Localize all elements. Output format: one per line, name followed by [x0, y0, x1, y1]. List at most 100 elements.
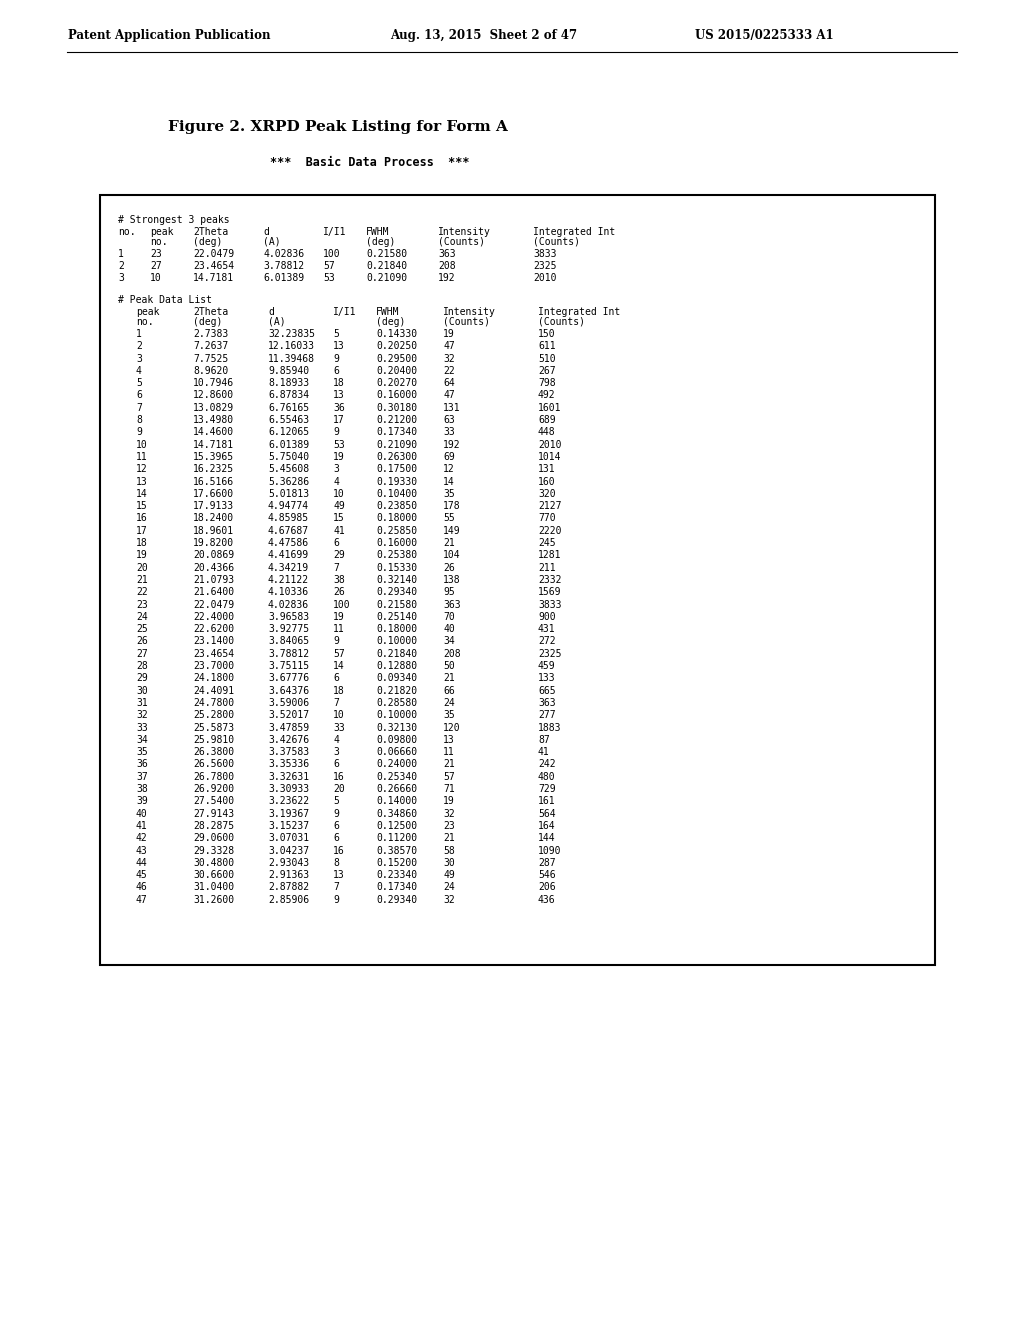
Text: Intensity: Intensity	[443, 308, 496, 317]
Text: 0.29340: 0.29340	[376, 895, 417, 904]
Text: 1601: 1601	[538, 403, 561, 413]
Text: 23: 23	[136, 599, 147, 610]
Text: 9: 9	[333, 354, 339, 363]
Text: 245: 245	[538, 539, 556, 548]
Text: 2010: 2010	[538, 440, 561, 450]
Text: 13: 13	[136, 477, 147, 487]
Text: 611: 611	[538, 342, 556, 351]
Text: 69: 69	[443, 451, 455, 462]
Text: 0.06660: 0.06660	[376, 747, 417, 758]
Text: 9: 9	[333, 809, 339, 818]
Text: 17.9133: 17.9133	[193, 502, 234, 511]
Text: 43: 43	[136, 846, 147, 855]
Text: FWHM: FWHM	[366, 227, 389, 238]
Text: 3.47859: 3.47859	[268, 722, 309, 733]
Text: 0.25850: 0.25850	[376, 525, 417, 536]
Text: 272: 272	[538, 636, 556, 647]
Text: 20.0869: 20.0869	[193, 550, 234, 561]
Text: Patent Application Publication: Patent Application Publication	[68, 29, 270, 41]
Text: 211: 211	[538, 562, 556, 573]
Text: 0.23340: 0.23340	[376, 870, 417, 880]
Text: 19: 19	[443, 796, 455, 807]
Text: 29.0600: 29.0600	[193, 833, 234, 843]
Text: 29.3328: 29.3328	[193, 846, 234, 855]
Text: 2Theta: 2Theta	[193, 308, 228, 317]
Text: 131: 131	[443, 403, 461, 413]
Text: 0.09800: 0.09800	[376, 735, 417, 744]
Text: 70: 70	[443, 612, 455, 622]
Text: 9: 9	[333, 428, 339, 437]
Text: 40: 40	[136, 809, 147, 818]
FancyBboxPatch shape	[100, 195, 935, 965]
Text: 436: 436	[538, 895, 556, 904]
Text: 58: 58	[443, 846, 455, 855]
Text: 3.52017: 3.52017	[268, 710, 309, 721]
Text: 41: 41	[136, 821, 147, 832]
Text: 7: 7	[333, 883, 339, 892]
Text: 0.20270: 0.20270	[376, 379, 417, 388]
Text: 564: 564	[538, 809, 556, 818]
Text: 87: 87	[538, 735, 550, 744]
Text: 0.15330: 0.15330	[376, 562, 417, 573]
Text: 35: 35	[443, 488, 455, 499]
Text: 0.25380: 0.25380	[376, 550, 417, 561]
Text: 7.7525: 7.7525	[193, 354, 228, 363]
Text: 31: 31	[136, 698, 147, 708]
Text: 0.17340: 0.17340	[376, 883, 417, 892]
Text: 6: 6	[333, 833, 339, 843]
Text: 6.76165: 6.76165	[268, 403, 309, 413]
Text: 15.3965: 15.3965	[193, 451, 234, 462]
Text: 0.29500: 0.29500	[376, 354, 417, 363]
Text: 3.35336: 3.35336	[268, 759, 309, 770]
Text: 32: 32	[136, 710, 147, 721]
Text: 0.21840: 0.21840	[376, 649, 417, 659]
Text: 0.29340: 0.29340	[376, 587, 417, 597]
Text: 1: 1	[136, 329, 142, 339]
Text: no.: no.	[136, 317, 154, 327]
Text: 19.8200: 19.8200	[193, 539, 234, 548]
Text: 192: 192	[443, 440, 461, 450]
Text: 2010: 2010	[534, 273, 556, 282]
Text: 0.34860: 0.34860	[376, 809, 417, 818]
Text: 6.01389: 6.01389	[263, 273, 304, 282]
Text: 5.45608: 5.45608	[268, 465, 309, 474]
Text: 4.02836: 4.02836	[268, 599, 309, 610]
Text: 3.96583: 3.96583	[268, 612, 309, 622]
Text: 14: 14	[443, 477, 455, 487]
Text: (Counts): (Counts)	[443, 317, 490, 327]
Text: 22.4000: 22.4000	[193, 612, 234, 622]
Text: 32: 32	[443, 354, 455, 363]
Text: 0.26660: 0.26660	[376, 784, 417, 795]
Text: 2127: 2127	[538, 502, 561, 511]
Text: 3: 3	[118, 273, 124, 282]
Text: 0.23850: 0.23850	[376, 502, 417, 511]
Text: 13: 13	[333, 391, 345, 400]
Text: 7: 7	[333, 562, 339, 573]
Text: 95: 95	[443, 587, 455, 597]
Text: 35: 35	[136, 747, 147, 758]
Text: 21: 21	[136, 576, 147, 585]
Text: 6.01389: 6.01389	[268, 440, 309, 450]
Text: 3.15237: 3.15237	[268, 821, 309, 832]
Text: 100: 100	[333, 599, 350, 610]
Text: 2220: 2220	[538, 525, 561, 536]
Text: 41: 41	[538, 747, 550, 758]
Text: 0.21090: 0.21090	[376, 440, 417, 450]
Text: 2325: 2325	[534, 261, 556, 271]
Text: 25.9810: 25.9810	[193, 735, 234, 744]
Text: 3.59006: 3.59006	[268, 698, 309, 708]
Text: 19: 19	[136, 550, 147, 561]
Text: 10: 10	[333, 710, 345, 721]
Text: 23.4654: 23.4654	[193, 261, 234, 271]
Text: 22: 22	[443, 366, 455, 376]
Text: 448: 448	[538, 428, 556, 437]
Text: 2.91363: 2.91363	[268, 870, 309, 880]
Text: 0.32140: 0.32140	[376, 576, 417, 585]
Text: 20: 20	[136, 562, 147, 573]
Text: 0.32130: 0.32130	[376, 722, 417, 733]
Text: Figure 2. XRPD Peak Listing for Form A: Figure 2. XRPD Peak Listing for Form A	[168, 120, 508, 135]
Text: 3: 3	[136, 354, 142, 363]
Text: 34: 34	[136, 735, 147, 744]
Text: 24.4091: 24.4091	[193, 685, 234, 696]
Text: 480: 480	[538, 772, 556, 781]
